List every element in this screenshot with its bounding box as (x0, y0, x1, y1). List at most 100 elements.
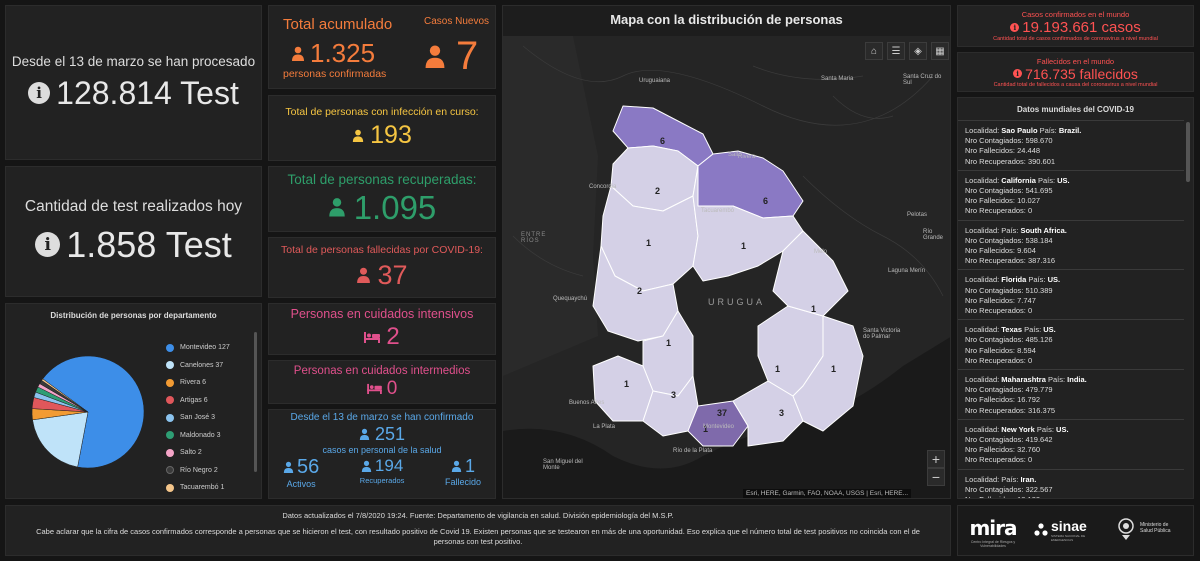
legend-item: Canelones 37 (166, 357, 230, 375)
legend-item: Salto 2 (166, 444, 230, 462)
world-entry[interactable]: Localidad: País: Iran. Nro Contagiados: 3… (958, 470, 1184, 498)
home-button[interactable]: ⌂ (865, 42, 883, 60)
person-icon (425, 45, 445, 68)
tests-total-value: 128.814 Test (56, 74, 239, 111)
pie-slice-tacuarembó[interactable] (41, 378, 89, 413)
legend-item: Montevideo 127 (166, 339, 230, 357)
world-deaths-title: Fallecidos en el mundo (1036, 56, 1115, 66)
personal-salud-panel: Desde el 13 de marzo se han confirmado 2… (268, 409, 496, 499)
world-entry-line: Nro Fallecidos: 8.594 (965, 345, 1036, 355)
region-count-label[interactable]: 1 (775, 364, 781, 374)
world-data-list[interactable]: Localidad: Sao Paulo País: Brazil. Nro Co… (958, 120, 1184, 498)
map-attribution: Esri, HERE, Garmin, FAO, NOAA, USGS | Es… (743, 489, 912, 498)
world-entry-line: Nro Recuperados: 0 (965, 206, 1033, 216)
world-entry-line: Nro Contagiados: 322.567 (965, 484, 1053, 494)
activos-value: 56 (297, 456, 320, 478)
list-button[interactable]: ☰ (887, 42, 905, 60)
footer-note: Cabe aclarar que la cifra de casos confi… (36, 527, 920, 546)
person-icon (352, 129, 364, 142)
legend-scrollbar[interactable] (254, 332, 257, 472)
person-icon (357, 267, 371, 283)
world-entry-line: Nro Fallecidos: 7.747 (965, 295, 1036, 305)
region-count-label[interactable]: 37 (717, 408, 728, 418)
world-entry[interactable]: Localidad: Maharashtra País: India. Nro C… (958, 370, 1184, 420)
map-place-label: Concordia (589, 184, 617, 190)
uruguay-map (503, 36, 950, 498)
world-entry[interactable]: Localidad: País: South Africa. Nro Contag… (958, 221, 1184, 271)
logos-panel: mira Centro Integral de Riesgos y Vulner… (957, 505, 1194, 556)
map-place-label: ENTRE RÍOS (521, 232, 547, 244)
region-count-label[interactable]: 6 (763, 196, 769, 206)
world-entry[interactable]: Localidad: Florida País: US. Nro Contagia… (958, 270, 1184, 321)
world-entry-line: Nro Fallecidos: 16.792 (965, 395, 1041, 405)
map-place-label: Pelotas (907, 212, 928, 218)
distribution-legend: Montevideo 127 Canelones 37 Rivera 6 Artiga… (166, 339, 230, 497)
world-entry[interactable]: Localidad: California País: US. Nro Conta… (958, 171, 1184, 221)
legend-label: San José 3 (180, 414, 216, 422)
person-icon (451, 460, 462, 472)
map-place-label: Santa Victoria do Palmar (863, 328, 901, 340)
layers-button[interactable]: ◈ (909, 42, 927, 60)
casos-nuevos-value: 7 (456, 34, 479, 78)
region-count-label[interactable]: 3 (671, 390, 677, 400)
legend-label: Artigas 6 (180, 396, 208, 404)
total-acumulado-caption: personas confirmadas (283, 68, 387, 80)
world-entry-line: Localidad: País: Iran. (965, 474, 1037, 484)
region-count-label[interactable]: 1 (703, 424, 709, 434)
world-entry-line: Nro Contagiados: 541.695 (965, 186, 1053, 196)
basemap-button[interactable]: ▦ (931, 42, 949, 60)
region-count-label[interactable]: 2 (655, 186, 661, 196)
world-entry-line: Localidad: Texas País: US. (965, 325, 1056, 335)
map-title: Mapa con la distribución de personas (610, 12, 843, 27)
pie-slice-montevideo[interactable] (42, 355, 145, 469)
map-place-label: Buenos Aires (569, 400, 605, 406)
world-data-scrollbar[interactable] (1186, 122, 1190, 182)
map-place-label: Salto (728, 152, 742, 158)
world-confirmed-caption: Cantidad total de casos confirmados de c… (993, 36, 1158, 42)
fallecido-label: Fallecido (444, 477, 481, 487)
region-count-label[interactable]: 1 (624, 379, 630, 389)
legend-swatch (166, 413, 174, 422)
recuperadas-title: Total de personas recuperadas: (287, 171, 477, 187)
region-count-label[interactable]: 2 (637, 286, 643, 296)
map-place-label: Río de la Plata (673, 448, 713, 454)
region-count-label[interactable]: 1 (741, 241, 747, 251)
map-place-label: Santa Cruz do Sul (903, 74, 942, 86)
world-entry-line: Localidad: Florida País: US. (965, 275, 1061, 285)
msp-logo: Ministerio de Salud Pública (1116, 516, 1180, 540)
recuperadas-panel: Total de personas recuperadas: 1.095 (268, 166, 496, 232)
cuidados-intermedios-panel: Personas en cuidados intermedios 0 (268, 360, 496, 404)
region-count-label[interactable]: 1 (646, 238, 652, 248)
legend-swatch (166, 343, 174, 352)
world-entry[interactable]: Localidad: New York País: US. Nro Contagi… (958, 420, 1184, 470)
region-count-label[interactable]: 3 (779, 408, 785, 418)
region-count-label[interactable]: 1 (666, 338, 672, 348)
bed-icon (366, 383, 382, 394)
world-entry-line: Nro Fallecidos: 18.132 (965, 495, 1178, 498)
world-entry-line: Nro Fallecidos: 10.027 (965, 196, 1041, 206)
region-count-label[interactable]: 1 (831, 364, 837, 374)
map-view[interactable]: ⌂ ☰ ◈ ▦ + − Esri, HERE, Garmin, FAO, NOA… (503, 36, 950, 498)
tests-today-panel: Cantidad de test realizados hoy i 1.858 … (5, 166, 262, 297)
world-entry-line: Nro Fallecidos: 32.760 (965, 445, 1041, 455)
recuperados-label: Recuperados (359, 476, 405, 485)
map-place-label: Tacuarembó (701, 208, 735, 214)
distribution-panel: Distribución de personas por departament… (5, 303, 262, 499)
zoom-out-button[interactable]: − (927, 468, 945, 486)
world-entry-line: Nro Recuperados: 390.601 (965, 156, 1056, 166)
map-place-label: Rivera (738, 154, 756, 160)
sinae-logo: sinae SISTEMA NACIONAL DE EMERGENCIAS (1034, 518, 1106, 542)
zoom-in-button[interactable]: + (927, 450, 945, 468)
world-entry[interactable]: Localidad: Texas País: US. Nro Contagiado… (958, 320, 1184, 371)
person-icon (292, 46, 304, 61)
pie-slice-canelones[interactable] (32, 411, 89, 468)
legend-label: Rivera 6 (180, 379, 207, 387)
world-entry-line: Nro Contagiados: 598.670 (965, 136, 1053, 146)
region-count-label[interactable]: 1 (811, 304, 817, 314)
intermedios-title: Personas en cuidados intermedios (293, 364, 471, 377)
map-place-label: Laguna Merín (888, 268, 926, 274)
world-entry-line: Localidad: Maharashtra País: India. (965, 375, 1087, 385)
world-entry[interactable]: Localidad: Sao Paulo País: Brazil. Nro Co… (958, 121, 1184, 171)
world-deaths-panel: Fallecidos en el mundo i 716.735 falleci… (957, 52, 1194, 92)
region-count-label[interactable]: 6 (660, 136, 666, 146)
